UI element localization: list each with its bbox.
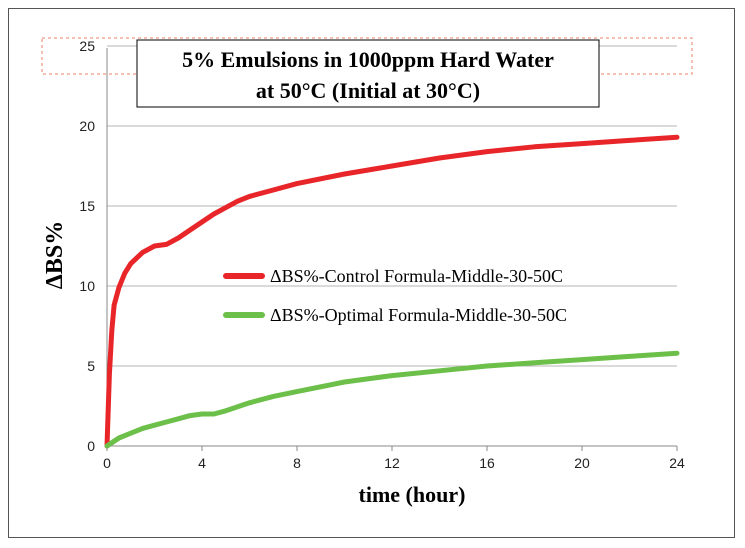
legend-label-control: ΔBS%-Control Formula-Middle-30-50C [270,266,563,286]
y-tick-label: 15 [79,198,95,214]
y-tick-label: 5 [87,358,95,374]
legend-label-optimal: ΔBS%-Optimal Formula-Middle-30-50C [270,305,567,325]
y-axis-title: ΔBS% [42,221,68,289]
y-tick-label: 10 [79,278,95,294]
x-tick-label: 8 [293,455,301,471]
series-line-optimal [104,350,680,449]
title-box [136,39,600,108]
x-tick-labels: 0 4 8 12 16 20 24 [103,455,685,471]
x-tick-label: 24 [669,455,685,471]
x-tick-label: 16 [479,455,495,471]
x-tick-label: 0 [103,455,111,471]
x-tick-label: 4 [198,455,206,471]
chart-title-line-2: at 50°C (Initial at 30°C) [256,78,480,103]
legend: ΔBS%-Control Formula-Middle-30-50C ΔBS%-… [223,266,567,325]
y-tick-label: 25 [79,38,95,54]
x-tick-label: 20 [574,455,590,471]
series-line-control [104,134,680,449]
series-lines [104,134,680,449]
x-axis-title: time (hour) [359,482,466,507]
y-tick-label: 20 [79,118,95,134]
y-tick-labels: 0 5 10 15 20 25 [79,38,95,454]
chart-title-line-1: 5% Emulsions in 1000ppm Hard Water [182,47,554,72]
y-tick-label: 0 [87,438,95,454]
x-tick-label: 12 [384,455,400,471]
axes [106,48,678,451]
